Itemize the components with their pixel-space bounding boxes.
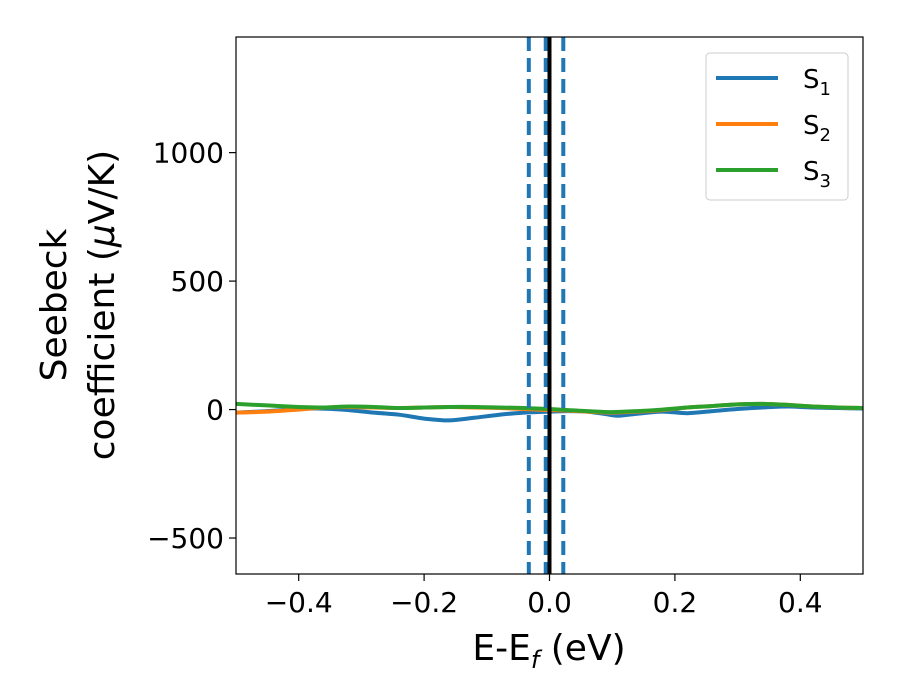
- x-tick-label: 0.0: [527, 586, 572, 619]
- legend-label-s1: S1: [803, 65, 831, 100]
- vline-layer: [526, 37, 566, 574]
- y-axis-label-line1: Seebeck: [34, 228, 75, 381]
- legend-label-s2: S2: [803, 111, 831, 146]
- y-tick-label: −500: [147, 522, 224, 555]
- legend-label-s3: S3: [803, 157, 831, 192]
- series-layer: [235, 401, 864, 423]
- series-line-s3: [235, 401, 864, 415]
- legend-box: [705, 52, 849, 201]
- x-tick-label: 0.2: [653, 586, 698, 619]
- x-tick-label: 0.4: [778, 586, 823, 619]
- legend: S1 S2 S3: [705, 52, 849, 201]
- y-tick-label: 0: [206, 394, 224, 427]
- x-tick-label: −0.2: [390, 586, 458, 619]
- x-tick-label: −0.4: [265, 586, 333, 619]
- x-axis-ticks: −0.4 −0.2 0.0 0.2 0.4: [265, 574, 823, 619]
- y-axis-label: Seebeck coefficient (μV/K): [34, 150, 123, 460]
- y-axis-label-line2: coefficient (μV/K): [82, 150, 123, 460]
- x-axis-label: E-Ef (eV): [472, 628, 625, 674]
- y-axis-ticks: −500 0 500 1000: [147, 137, 236, 555]
- y-tick-label: 500: [171, 265, 224, 298]
- y-tick-label: 1000: [153, 137, 224, 170]
